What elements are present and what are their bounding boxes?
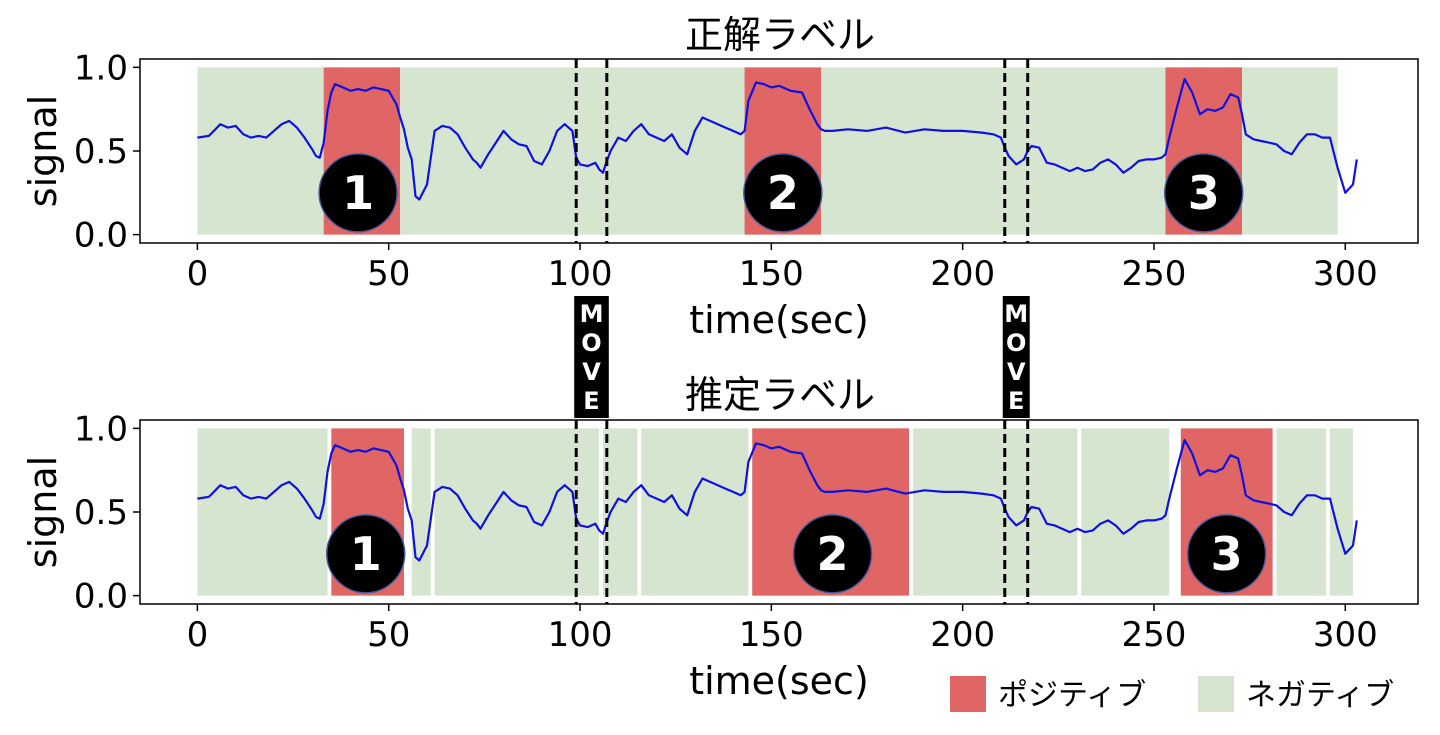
x-ticks: 0 50 100 150 200 250 300 [187,243,1378,294]
x-axis-label: time(sec) [689,659,869,703]
event-marker-circle [318,153,398,233]
negative-band [434,428,600,596]
x-tick-label: 150 [739,254,804,294]
x-tick-label: 150 [739,615,804,655]
event-marker-circle [1163,153,1244,233]
negative-band [1081,428,1170,596]
x-tick-label: 100 [548,254,613,294]
ground-truth-title: 正解ラベル [685,13,875,57]
x-ticks: 0 50 100 150 200 250 300 [187,604,1378,655]
event-marker-label: 1 [350,527,382,581]
event-marker-circle [792,514,873,594]
y-tick-label: 0.0 [74,577,128,617]
negative-band [1241,67,1338,235]
event-marker-label: 2 [767,166,799,220]
signal-series [197,77,1358,201]
negative-band [197,67,324,235]
y-axis-label: signal [21,456,65,568]
ground-truth-panel: 正解ラベル 1 2 3 0 50 100 150 200 250 300 0.0 0.5 1.0 t… [21,13,1419,342]
event-marker-label: 3 [1211,527,1243,581]
move-label-letter: V [1007,358,1026,386]
move-label-letter: V [582,358,601,386]
event-markers: 1 2 3 [326,514,1267,594]
x-tick-label: 200 [930,254,995,294]
event-marker-label: 3 [1188,166,1220,220]
move-label-letter: E [583,387,599,415]
event-marker-circle [1186,514,1267,594]
y-tick-label: 0.0 [74,216,128,256]
move-label-box [1002,296,1030,418]
move-label-letter: O [1006,329,1026,357]
negative-band [400,67,745,235]
x-tick-label: 250 [1122,615,1187,655]
signal-line [197,77,1358,201]
x-tick-label: 250 [1122,254,1187,294]
label-bands [197,428,1353,596]
negative-band [821,67,1166,235]
x-tick-label: 200 [930,615,995,655]
legend-negative-swatch [1198,676,1234,712]
predicted-title: 推定ラベル [685,373,875,417]
label-bands [197,67,1338,235]
x-tick-label: 100 [548,615,613,655]
x-tick-label: 50 [367,254,410,294]
negative-band [912,428,1078,596]
y-tick-label: 0.5 [74,493,128,533]
x-axis-label: time(sec) [689,298,869,342]
move-label-letter: E [1008,387,1024,415]
negative-band [641,428,749,596]
legend: ポジティブ ネガティブ [950,676,1394,713]
y-ticks: 0.0 0.5 1.0 [74,409,140,617]
event-markers: 1 2 3 [318,153,1244,233]
legend-negative-label: ネガティブ [1246,678,1394,713]
y-tick-label: 1.0 [74,409,128,449]
move-label-letter: O [581,329,601,357]
x-tick-label: 0 [187,254,209,294]
signal-series [197,439,1358,562]
y-axis-label: signal [21,95,65,207]
negative-band [602,428,638,596]
x-tick-label: 300 [1313,254,1378,294]
y-tick-label: 1.0 [74,48,128,88]
negative-band [197,428,328,596]
x-tick-label: 0 [187,615,209,655]
y-tick-label: 0.5 [74,132,128,172]
event-marker-circle [743,153,823,233]
x-tick-label: 50 [367,615,410,655]
event-marker-label: 1 [342,166,374,220]
event-marker-label: 2 [817,527,849,581]
move-label-letter: M [580,300,604,328]
predicted-panel: 推定ラベル 1 2 3 0 50 100 150 200 250 300 0.0 0.5 1.0 t… [21,373,1419,703]
legend-positive-label: ポジティブ [998,678,1146,713]
move-label-letter: M [1004,300,1028,328]
legend-positive-swatch [950,676,986,712]
x-tick-label: 300 [1313,615,1378,655]
y-ticks: 0.0 0.5 1.0 [74,48,140,256]
event-marker-circle [326,514,406,594]
signal-line [197,439,1358,562]
negative-band [411,428,431,596]
negative-band [1329,428,1353,596]
move-label-box [574,296,609,418]
